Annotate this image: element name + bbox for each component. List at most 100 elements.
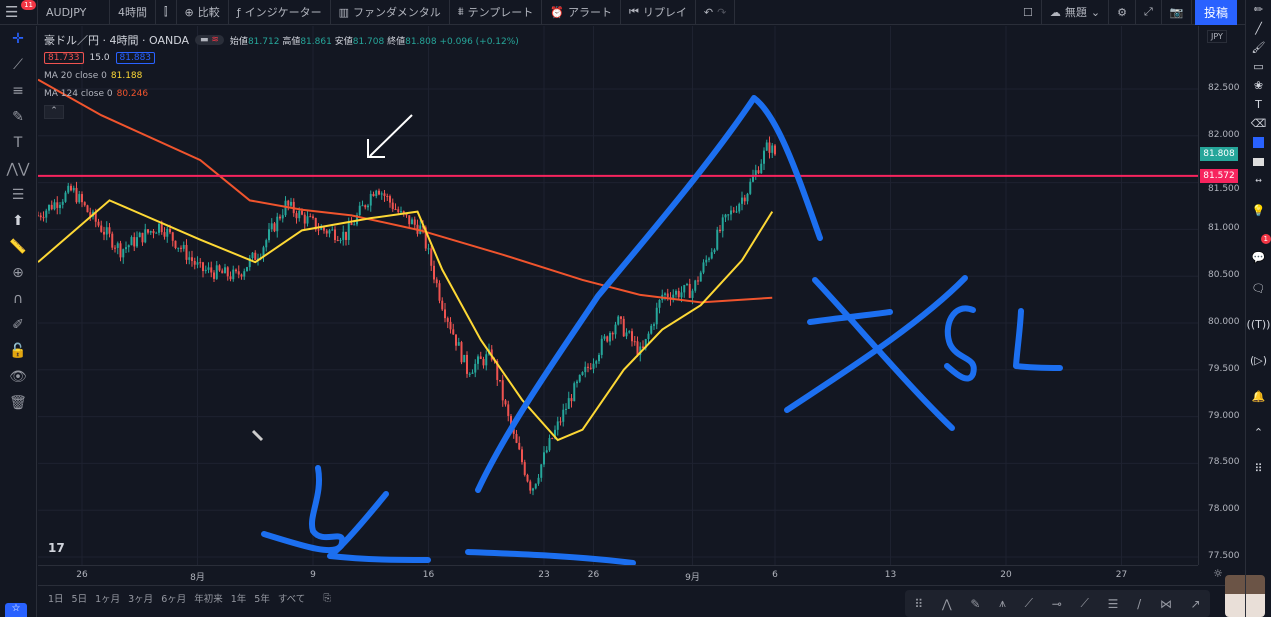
candle-body	[136, 237, 138, 247]
stamp-icon[interactable]: ❀	[1253, 79, 1264, 92]
bell-icon[interactable]: 🔔	[1251, 389, 1266, 403]
eraser-icon[interactable]: ⌫	[1250, 117, 1267, 130]
line-icon[interactable]: /	[1137, 596, 1142, 611]
streams-icon[interactable]: ((T))	[1246, 317, 1271, 331]
range-button[interactable]: 5日	[71, 594, 88, 605]
collapse-legend-button[interactable]: ⌃	[44, 105, 64, 119]
buy-price-button[interactable]: 81.883	[115, 52, 156, 64]
axis-settings-icon[interactable]: ☼	[1213, 567, 1223, 580]
chevron-double-icon[interactable]: ⌃	[1253, 425, 1264, 439]
brush-icon[interactable]: ✎	[12, 109, 24, 125]
indicators-button[interactable]: ƒ インジケーター	[229, 0, 331, 25]
range-button[interactable]: 1ヶ月	[95, 594, 121, 605]
brush-icon[interactable]: 🖌	[1251, 41, 1266, 54]
magnet-icon[interactable]: ∩	[12, 291, 24, 307]
line-icon[interactable]: ╱	[1255, 22, 1262, 35]
messages-icon[interactable]: 🗨	[1251, 281, 1266, 295]
lock-icon[interactable]: 🔓	[9, 343, 27, 359]
ma124-label: MA 124 close 0	[44, 89, 113, 99]
ruler-icon[interactable]: 📏	[9, 239, 27, 255]
candle-body	[735, 211, 738, 213]
candle-body	[287, 200, 290, 206]
ray-icon[interactable]: ⟋	[1080, 596, 1089, 610]
hline-icon[interactable]: ⊸	[1051, 596, 1062, 611]
menu-button[interactable]: ☰ 11	[0, 0, 38, 25]
goto-date-icon[interactable]: ⎘	[323, 592, 331, 604]
color-white-swatch[interactable]	[1246, 152, 1271, 171]
pencil-icon[interactable]: ✏	[1253, 3, 1264, 16]
elliott-icon[interactable]: ⩚	[999, 596, 1006, 610]
time-axis[interactable]: 26 8月 9 16 23 26 9月 6 13 20 27 ☼	[38, 565, 1223, 583]
range-button[interactable]: 3ヶ月	[128, 594, 154, 605]
sell-price-button[interactable]: 81.733	[44, 52, 84, 64]
pattern-icon[interactable]: ⋀	[941, 596, 952, 611]
pattern-icon[interactable]: ⋀⋁	[6, 161, 30, 177]
price-chart[interactable]: 𝟭𝟳	[37, 26, 1198, 566]
legend-toggle[interactable]: ▬ ≋	[195, 35, 224, 45]
range-button[interactable]: 6ヶ月	[161, 594, 187, 605]
rectangle-icon[interactable]: ▭	[1253, 60, 1264, 73]
currency-button[interactable]: JPY	[1207, 30, 1227, 43]
chart-type-button[interactable]: ⫿	[156, 0, 177, 25]
compare-button[interactable]: ⊕ 比較	[177, 0, 229, 25]
ma20-legend[interactable]: MA 20 close 0 81.188	[44, 67, 519, 85]
undo-icon[interactable]: ↶	[703, 5, 714, 19]
ma124-legend[interactable]: MA 124 close 0 80.246	[44, 85, 519, 103]
screenshot-button[interactable]: 📷	[1162, 0, 1193, 25]
arrow-up-icon[interactable]: ⬆	[12, 213, 24, 229]
hand-drawn-annotations[interactable]	[261, 95, 1063, 566]
prediction-icon[interactable]: ☰	[11, 187, 25, 203]
range-button[interactable]: 5年	[254, 594, 270, 605]
interval-button[interactable]: 4時間	[110, 0, 156, 25]
undo-redo: ↶ ↷	[696, 0, 736, 25]
lock-drawing-icon[interactable]: ✐	[12, 317, 24, 333]
text-icon[interactable]: T	[1255, 98, 1262, 111]
range-button[interactable]: 1年	[230, 594, 247, 605]
expand-icon[interactable]: ↔	[1255, 176, 1262, 185]
range-button[interactable]: すべて	[277, 594, 306, 605]
fullscreen-button[interactable]: ⤢	[1136, 0, 1162, 25]
trash-icon[interactable]: 🗑	[9, 395, 27, 411]
chat-icon[interactable]: 💬 1	[1246, 230, 1271, 270]
templates-button[interactable]: ⩩ テンプレート	[450, 0, 543, 25]
price-tick: 80.000	[1208, 317, 1240, 327]
fib-icon[interactable]: ☰	[1107, 596, 1119, 611]
trendline-icon[interactable]: ⟋	[13, 57, 23, 73]
layout-name-button[interactable]: ☁ 無題 ⌄	[1042, 0, 1110, 25]
trendline-icon[interactable]: ⟋	[1024, 596, 1034, 610]
color-blue-swatch[interactable]	[1246, 133, 1271, 152]
range-button[interactable]: 1日	[48, 594, 64, 605]
candle-body	[600, 338, 603, 355]
settings-button[interactable]: ⚙	[1109, 0, 1136, 25]
publish-button[interactable]: 投稿	[1195, 0, 1237, 25]
layout-button[interactable]: ☐	[1015, 0, 1042, 25]
candle-body	[543, 452, 545, 465]
chart-pane[interactable]: 𝟭𝟳	[37, 26, 1198, 566]
brush-icon[interactable]: ✎	[970, 596, 981, 611]
candle-body	[246, 267, 248, 272]
price-axis[interactable]: JPY 82.500 82.000 81.500 81.000 80.500 80.000…	[1198, 26, 1245, 565]
white-arrow-drawing[interactable]	[367, 114, 413, 158]
idea-icon[interactable]: 💡	[1251, 203, 1266, 217]
drag-handle-icon[interactable]: ⠿	[914, 596, 924, 611]
range-button[interactable]: 年初来	[194, 594, 223, 605]
replay-button[interactable]: ⏮ リプレイ	[621, 0, 696, 25]
candle-body	[708, 258, 710, 260]
zoom-in-icon[interactable]: ⊕	[12, 265, 24, 281]
candle-body	[721, 217, 724, 232]
fundamentals-button[interactable]: ▥ ファンダメンタル	[331, 0, 450, 25]
hline-price-tag: 81.572	[1200, 168, 1238, 183]
alerts-button[interactable]: ⏰ アラート	[542, 0, 621, 25]
symbol-search[interactable]: AUDJPY	[38, 0, 110, 25]
broadcast-icon[interactable]: (▷)	[1249, 353, 1268, 367]
arrow-icon[interactable]: ↗	[1190, 596, 1201, 611]
xabcd-icon[interactable]: ⋈	[1159, 596, 1172, 611]
crosshair-icon[interactable]: ✛	[12, 31, 24, 47]
candle-body	[111, 233, 114, 248]
redo-icon[interactable]: ↷	[717, 5, 727, 19]
fib-icon[interactable]: ≡	[12, 83, 24, 99]
eye-icon[interactable]: 👁	[9, 369, 27, 385]
text-icon[interactable]: T	[13, 135, 23, 151]
favorites-star-button[interactable]: ☆	[5, 603, 27, 617]
dom-icon[interactable]: ⠿	[1254, 461, 1263, 475]
